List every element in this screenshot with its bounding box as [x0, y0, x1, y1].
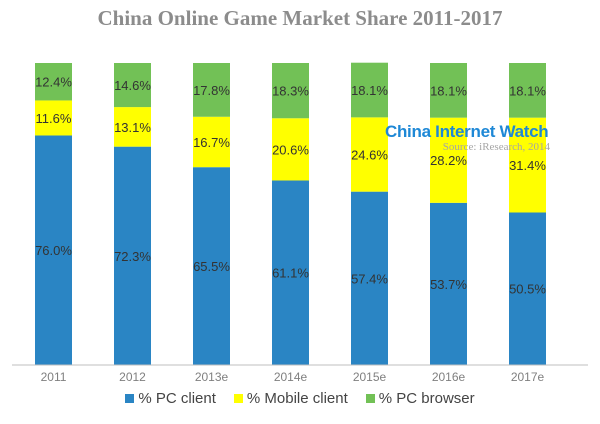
data-label-pc-client-2013e: 65.5%: [193, 259, 230, 274]
legend-item-pc-client: % PC client: [125, 390, 216, 407]
bars-layer: [35, 62, 546, 365]
x-tick-label-2013e: 2013e: [195, 370, 229, 384]
watermark-source: Source: iResearch, 2014: [442, 141, 550, 153]
bar-pc-client-2015e: [351, 191, 388, 365]
bar-pc-browser-2015e: [351, 62, 388, 118]
data-label-mobile-client-2015e: 24.6%: [351, 148, 388, 163]
data-label-pc-browser-2014e: 18.3%: [272, 84, 309, 99]
data-label-pc-browser-2011: 12.4%: [35, 75, 72, 90]
bar-pc-client-2017e: [509, 212, 546, 365]
bar-pc-browser-2014e: [272, 63, 309, 119]
x-tick-label-2016e: 2016e: [432, 370, 466, 384]
bar-pc-browser-2016e: [430, 63, 467, 118]
x-tick-labels-layer: 2011 2012 2013e 2014e 2015e 2016e 2017e: [41, 370, 545, 384]
data-label-mobile-client-2016e: 28.2%: [430, 153, 467, 168]
watermark-brand: China Internet Watch: [385, 122, 549, 141]
x-tick-label-2011: 2011: [41, 370, 67, 384]
bar-pc-browser-2012: [114, 63, 151, 108]
data-label-pc-client-2015e: 57.4%: [351, 271, 388, 286]
bar-mobile-client-2016e: [430, 117, 467, 203]
bar-pc-browser-2017e: [509, 63, 546, 118]
bar-mobile-client-2017e: [509, 117, 546, 213]
legend-item-pc-browser: % PC browser: [365, 390, 475, 407]
legend-label-pc-client: % PC client: [138, 390, 216, 407]
legend-swatch-pc-browser: [365, 394, 375, 403]
data-label-pc-client-2017e: 50.5%: [509, 282, 546, 297]
data-labels-layer: 76.0% 11.6% 12.4% 72.3% 13.1% 14.6% 65.5% 16.7%…: [35, 75, 546, 297]
chart-title: China Online Game Market Share 2011-2017: [97, 6, 503, 30]
data-label-pc-client-2012: 72.3%: [114, 249, 151, 264]
data-label-pc-browser-2016e: 18.1%: [430, 83, 467, 98]
data-label-mobile-client-2013e: 16.7%: [193, 135, 230, 150]
x-tick-label-2017e: 2017e: [511, 370, 545, 384]
bar-pc-client-2012: [114, 146, 151, 365]
bar-pc-client-2011: [35, 135, 72, 365]
data-label-pc-browser-2017e: 18.1%: [509, 83, 546, 98]
watermark: China Internet Watch Source: iResearch, …: [385, 122, 550, 153]
x-tick-label-2015e: 2015e: [353, 370, 387, 384]
data-label-mobile-client-2011: 11.6%: [36, 111, 72, 126]
legend-swatch-pc-client: [125, 394, 135, 403]
data-label-mobile-client-2014e: 20.6%: [272, 142, 309, 157]
data-label-pc-browser-2012: 14.6%: [114, 78, 151, 93]
bar-pc-browser-2013e: [193, 63, 230, 117]
bar-pc-client-2014e: [272, 180, 309, 365]
bar-mobile-client-2011: [35, 100, 72, 136]
x-tick-label-2014e: 2014e: [274, 370, 308, 384]
data-label-pc-client-2014e: 61.1%: [272, 266, 309, 281]
data-label-pc-client-2016e: 53.7%: [430, 277, 467, 292]
bar-mobile-client-2015e: [351, 117, 388, 192]
data-label-mobile-client-2017e: 31.4%: [509, 158, 546, 173]
data-label-pc-browser-2015e: 18.1%: [351, 83, 388, 98]
legend-label-pc-browser: % PC browser: [378, 390, 475, 407]
x-tick-label-2012: 2012: [119, 370, 146, 384]
bar-pc-client-2013e: [193, 167, 230, 365]
data-label-mobile-client-2012: 13.1%: [114, 120, 151, 135]
legend-label-mobile-client: % Mobile client: [246, 390, 348, 407]
bar-pc-browser-2011: [35, 63, 72, 101]
bar-mobile-client-2013e: [193, 116, 230, 168]
legend: % PC client % Mobile client % PC browser: [0, 390, 600, 407]
legend-swatch-mobile-client: [233, 394, 243, 403]
bar-pc-client-2016e: [430, 202, 467, 365]
bar-mobile-client-2012: [114, 107, 151, 147]
bar-mobile-client-2014e: [272, 118, 309, 181]
legend-item-mobile-client: % Mobile client: [233, 390, 348, 407]
data-label-pc-browser-2013e: 17.8%: [193, 83, 230, 98]
data-label-pc-client-2011: 76.0%: [35, 243, 72, 258]
